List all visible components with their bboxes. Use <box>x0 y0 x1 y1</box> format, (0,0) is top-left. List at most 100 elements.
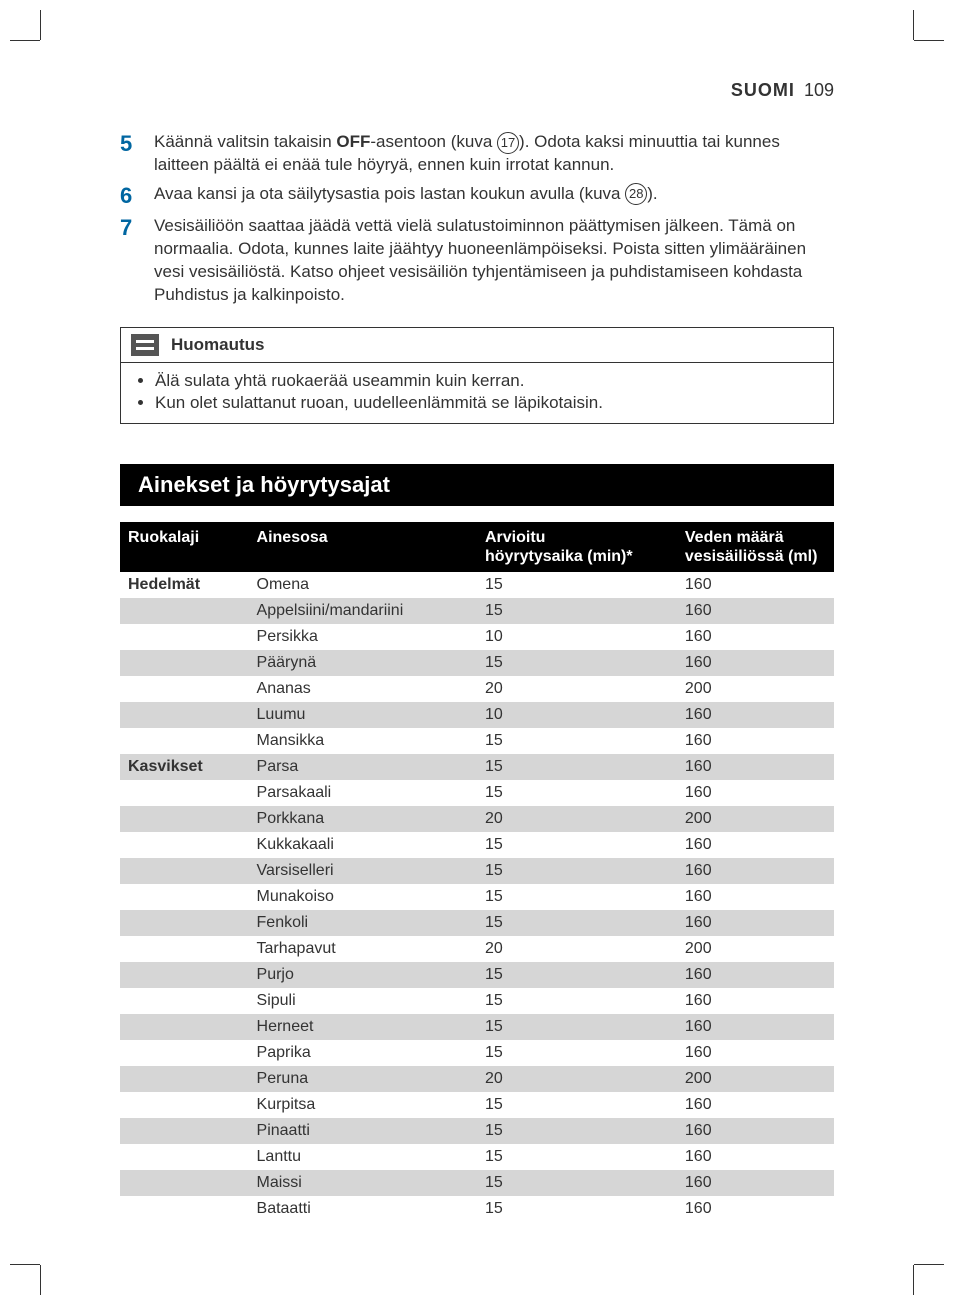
cell-time: 10 <box>477 624 677 650</box>
cell-water: 160 <box>677 650 834 676</box>
cell-category <box>120 650 249 676</box>
table-row: Pinaatti15160 <box>120 1118 834 1144</box>
table-header-row: Ruokalaji Ainesosa Arvioitu höyrytysaika… <box>120 522 834 572</box>
cell-water: 160 <box>677 1040 834 1066</box>
cell-time: 10 <box>477 702 677 728</box>
cell-time: 15 <box>477 1144 677 1170</box>
cell-category <box>120 806 249 832</box>
table-row: Sipuli15160 <box>120 988 834 1014</box>
cell-water: 160 <box>677 702 834 728</box>
cell-category <box>120 936 249 962</box>
note-item: Älä sulata yhtä ruokaerää useammin kuin … <box>155 371 817 391</box>
cell-ingredient: Parsa <box>249 754 477 780</box>
cell-category <box>120 1196 249 1222</box>
cell-category <box>120 962 249 988</box>
cell-water: 200 <box>677 806 834 832</box>
cell-ingredient: Peruna <box>249 1066 477 1092</box>
cell-time: 20 <box>477 936 677 962</box>
cell-ingredient: Munakoiso <box>249 884 477 910</box>
cell-time: 20 <box>477 1066 677 1092</box>
cell-time: 15 <box>477 780 677 806</box>
cell-water: 160 <box>677 624 834 650</box>
cell-water: 160 <box>677 988 834 1014</box>
cell-ingredient: Tarhapavut <box>249 936 477 962</box>
table-row: Bataatti15160 <box>120 1196 834 1222</box>
page-header: SUOMI 109 <box>120 80 834 101</box>
table-row: Päärynä15160 <box>120 650 834 676</box>
table-row: Persikka10160 <box>120 624 834 650</box>
cell-time: 15 <box>477 1170 677 1196</box>
cell-ingredient: Kukkakaali <box>249 832 477 858</box>
cell-category <box>120 884 249 910</box>
crop-mark-icon <box>894 20 934 60</box>
cell-time: 15 <box>477 962 677 988</box>
table-row: Ananas20200 <box>120 676 834 702</box>
table-header-ingredient: Ainesosa <box>249 522 477 572</box>
cell-category <box>120 598 249 624</box>
cell-ingredient: Purjo <box>249 962 477 988</box>
cell-time: 20 <box>477 806 677 832</box>
table-header-category: Ruokalaji <box>120 522 249 572</box>
cell-water: 160 <box>677 780 834 806</box>
cell-ingredient: Luumu <box>249 702 477 728</box>
cell-water: 160 <box>677 572 834 598</box>
table-header-time: Arvioitu höyrytysaika (min)* <box>477 522 677 572</box>
steps-list: 5Käännä valitsin takaisin OFF-asentoon (… <box>120 131 834 307</box>
cell-category <box>120 702 249 728</box>
cell-ingredient: Sipuli <box>249 988 477 1014</box>
cell-category <box>120 1118 249 1144</box>
cell-water: 200 <box>677 1066 834 1092</box>
table-row: Munakoiso15160 <box>120 884 834 910</box>
table-row: Parsakaali15160 <box>120 780 834 806</box>
table-row: Appelsiini/mandariini15160 <box>120 598 834 624</box>
cell-water: 160 <box>677 1170 834 1196</box>
table-row: HedelmätOmena15160 <box>120 572 834 598</box>
table-header-water: Veden määrä vesisäiliössä (ml) <box>677 522 834 572</box>
table-row: Purjo15160 <box>120 962 834 988</box>
cell-category <box>120 1092 249 1118</box>
cell-water: 160 <box>677 832 834 858</box>
table-row: Peruna20200 <box>120 1066 834 1092</box>
cell-category <box>120 832 249 858</box>
cell-water: 160 <box>677 1118 834 1144</box>
cell-time: 20 <box>477 676 677 702</box>
cell-water: 160 <box>677 1144 834 1170</box>
step: 6Avaa kansi ja ota säilytysastia pois la… <box>120 183 834 209</box>
cell-water: 160 <box>677 728 834 754</box>
cell-ingredient: Pinaatti <box>249 1118 477 1144</box>
cell-water: 160 <box>677 1092 834 1118</box>
step-text: Avaa kansi ja ota säilytysastia pois las… <box>154 183 658 206</box>
cell-ingredient: Ananas <box>249 676 477 702</box>
step-text: Vesisäiliöön saattaa jäädä vettä vielä s… <box>154 215 834 307</box>
cell-ingredient: Kurpitsa <box>249 1092 477 1118</box>
section-title: Ainekset ja höyrytysajat <box>120 464 834 506</box>
cell-ingredient: Parsakaali <box>249 780 477 806</box>
cell-ingredient: Herneet <box>249 1014 477 1040</box>
table-row: Herneet15160 <box>120 1014 834 1040</box>
cell-ingredient: Omena <box>249 572 477 598</box>
table-row: Fenkoli15160 <box>120 910 834 936</box>
table-row: Mansikka15160 <box>120 728 834 754</box>
cell-category <box>120 1170 249 1196</box>
table-row: KasviksetParsa15160 <box>120 754 834 780</box>
language-label: SUOMI <box>731 80 795 100</box>
cell-water: 160 <box>677 754 834 780</box>
cell-category <box>120 624 249 650</box>
step: 7Vesisäiliöön saattaa jäädä vettä vielä … <box>120 215 834 307</box>
figure-ref-icon: 17 <box>497 132 519 154</box>
cell-time: 15 <box>477 988 677 1014</box>
table-row: Kukkakaali15160 <box>120 832 834 858</box>
note-icon <box>131 334 159 356</box>
step-text: Käännä valitsin takaisin OFF-asentoon (k… <box>154 131 834 177</box>
cell-water: 160 <box>677 910 834 936</box>
cell-category <box>120 988 249 1014</box>
cell-time: 15 <box>477 858 677 884</box>
table-row: Kurpitsa15160 <box>120 1092 834 1118</box>
table-row: Luumu10160 <box>120 702 834 728</box>
cell-category: Kasvikset <box>120 754 249 780</box>
cell-category <box>120 1066 249 1092</box>
table-row: Maissi15160 <box>120 1170 834 1196</box>
step: 5Käännä valitsin takaisin OFF-asentoon (… <box>120 131 834 177</box>
table-row: Porkkana20200 <box>120 806 834 832</box>
cell-category <box>120 780 249 806</box>
